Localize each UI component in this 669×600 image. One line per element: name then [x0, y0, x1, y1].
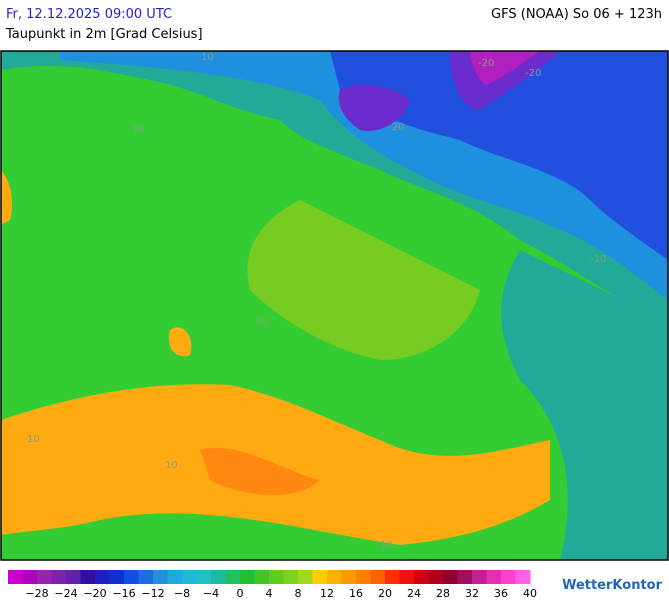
legend-swatch: [182, 570, 197, 584]
legend-swatch: [240, 570, 255, 584]
legend-swatch: [66, 570, 81, 584]
legend-swatch: [399, 570, 415, 584]
legend-label: 36: [494, 587, 508, 600]
contour-label: -20: [478, 58, 494, 69]
legend-label: 24: [407, 587, 421, 600]
legend-label: 12: [320, 587, 334, 600]
legend-swatch: [486, 570, 502, 584]
parameter-title: Taupunkt in 2m [Grad Celsius]: [5, 27, 203, 42]
legend-swatch: [124, 570, 139, 584]
contour-label: 10: [201, 52, 214, 63]
brand: WetterKontor: [562, 578, 663, 593]
legend-swatch: [254, 570, 270, 584]
contour-label: -20: [525, 68, 541, 79]
legend-swatch: [51, 570, 67, 584]
legend-swatch: [269, 570, 284, 584]
legend-swatch: [22, 570, 38, 584]
legend-label: −28: [25, 587, 48, 600]
legend-swatch: [501, 570, 516, 584]
legend-swatch: [225, 570, 241, 584]
legend-swatch: [370, 570, 386, 584]
contour-label: 10: [380, 540, 393, 551]
legend-label: 8: [295, 587, 302, 600]
legend-swatch: [167, 570, 183, 584]
legend-label: 16: [349, 587, 363, 600]
contour-label: 10: [255, 317, 268, 328]
legend-label: 20: [378, 587, 392, 600]
time-title: Fr, 12.12.2025 09:00 UTC: [6, 7, 172, 22]
contour-label: 10: [132, 124, 145, 135]
legend-swatch: [428, 570, 444, 584]
map-frame: [0, 50, 669, 561]
legend-label: 4: [266, 587, 273, 600]
legend-label: 40: [523, 587, 537, 600]
legend-swatch: [515, 570, 531, 584]
legend-swatch: [109, 570, 125, 584]
legend-label: −16: [112, 587, 135, 600]
legend-swatch: [138, 570, 154, 584]
legend-swatch: [95, 570, 110, 584]
map: [1, 51, 668, 560]
legend-label: −12: [141, 587, 164, 600]
legend-label: −8: [174, 587, 190, 600]
legend-label: 0: [237, 587, 244, 600]
legend-label: 28: [436, 587, 450, 600]
legend-swatch: [385, 570, 400, 584]
contour-label: 10: [165, 460, 178, 471]
legend-label: −24: [54, 587, 77, 600]
model-title: GFS (NOAA) So 06 + 123h: [491, 7, 662, 22]
legend-label: −4: [203, 587, 219, 600]
contour-label: -10: [590, 254, 606, 265]
legend-swatch: [298, 570, 313, 584]
legend-swatch: [457, 570, 473, 584]
legend-label: −20: [83, 587, 106, 600]
legend-swatch: [356, 570, 371, 584]
legend-swatch: [283, 570, 299, 584]
legend-swatch: [414, 570, 429, 584]
legend-swatch: [211, 570, 226, 584]
legend-swatch: [327, 570, 342, 584]
legend-swatch: [153, 570, 168, 584]
legend-swatch: [341, 570, 357, 584]
legend-swatch: [8, 570, 23, 584]
legend-swatch: [443, 570, 458, 584]
legend-swatch: [312, 570, 328, 584]
legend-swatch: [37, 570, 52, 584]
contour-label: -20: [388, 122, 404, 133]
legend-swatch: [80, 570, 96, 584]
legend-swatch: [472, 570, 487, 584]
legend-swatch: [196, 570, 212, 584]
contour-label: 10: [27, 434, 40, 445]
legend-label: 32: [465, 587, 479, 600]
